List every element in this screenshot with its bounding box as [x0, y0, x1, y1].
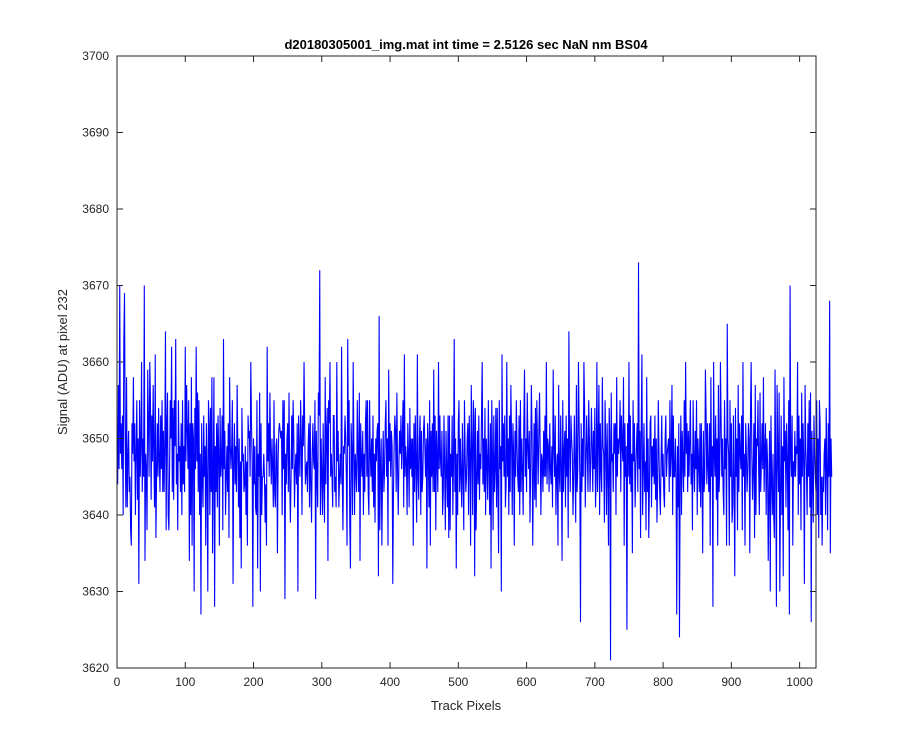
x-axis-label: Track Pixels — [431, 698, 502, 713]
y-tick-label-2: 3640 — [82, 508, 109, 522]
x-tick-label-8: 800 — [653, 675, 673, 689]
x-tick-label-10: 1000 — [786, 675, 813, 689]
y-tick-label-0: 3620 — [82, 661, 109, 675]
y-tick-label-7: 3690 — [82, 126, 109, 140]
y-tick-label-5: 3670 — [82, 279, 109, 293]
y-tick-label-1: 3630 — [82, 585, 109, 599]
y-tick-label-8: 3700 — [82, 49, 109, 63]
x-tick-label-4: 400 — [380, 675, 400, 689]
x-tick-label-7: 700 — [585, 675, 605, 689]
x-tick-label-0: 0 — [114, 675, 121, 689]
x-tick-label-9: 900 — [721, 675, 741, 689]
y-axis-label: Signal (ADU) at pixel 232 — [55, 289, 70, 435]
ticks-layer: 0 100 200 300 400 500 600 700 800 900 1000 3620 3630… — [82, 49, 816, 689]
x-tick-label-3: 300 — [312, 675, 332, 689]
x-tick-label-5: 500 — [448, 675, 468, 689]
chart-title: d20180305001_img.mat int time = 2.5126 s… — [284, 37, 648, 52]
plot-background — [117, 56, 816, 668]
series-line-0 — [117, 262, 833, 661]
x-tick-label-2: 200 — [244, 675, 264, 689]
y-tick-label-6: 3680 — [82, 202, 109, 216]
x-tick-label-6: 600 — [517, 675, 537, 689]
series-layer — [117, 262, 833, 661]
y-tick-label-4: 3660 — [82, 355, 109, 369]
x-tick-label-1: 100 — [175, 675, 195, 689]
y-tick-label-3: 3650 — [82, 432, 109, 446]
